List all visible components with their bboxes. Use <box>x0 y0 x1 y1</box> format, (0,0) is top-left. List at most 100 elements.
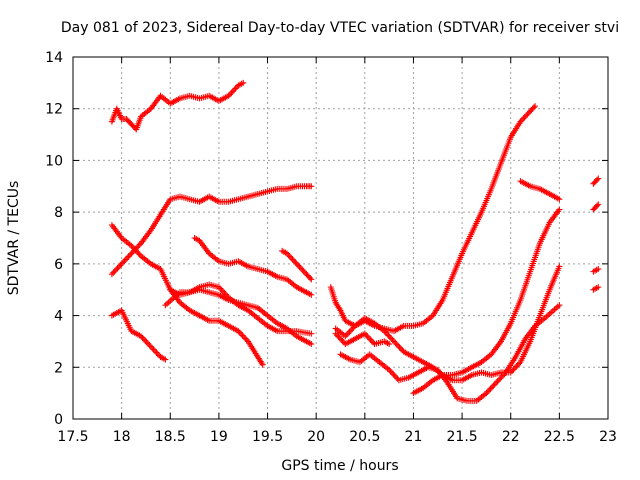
series-s2 <box>108 183 315 278</box>
data-point <box>229 88 236 95</box>
x-tick-label: 22 <box>502 429 520 445</box>
data-point <box>121 257 128 264</box>
data-point <box>146 342 153 349</box>
x-tick-label: 21 <box>405 429 423 445</box>
data-point <box>231 86 238 93</box>
data-point <box>145 340 152 347</box>
data-point <box>114 265 121 272</box>
data-point <box>396 344 403 351</box>
x-tick-labels: 17.5 18 18.5 19 19.5 20 20.5 21 21.5 22 22.5 23 <box>57 429 617 445</box>
data-point <box>486 387 493 394</box>
data-point <box>390 371 397 378</box>
data-point <box>595 284 602 291</box>
series-s18 <box>590 284 602 293</box>
data-point <box>296 263 303 270</box>
y-tick-label: 8 <box>54 205 63 221</box>
plot-frame <box>72 56 609 420</box>
x-tick-label: 21.5 <box>447 429 478 445</box>
data-point <box>497 375 504 382</box>
data-point <box>147 343 154 350</box>
data-point <box>295 262 302 269</box>
data-point <box>125 253 132 260</box>
data-point <box>556 206 563 213</box>
data-point <box>308 330 315 337</box>
data-point <box>128 250 135 257</box>
data-point <box>494 378 501 385</box>
grid <box>73 57 608 419</box>
data-point <box>292 259 299 266</box>
series-s7 <box>191 235 315 298</box>
data-point <box>384 331 391 338</box>
data-point <box>524 111 531 118</box>
series-s10 <box>332 330 393 348</box>
data-point <box>300 268 307 275</box>
data-point <box>595 266 602 273</box>
data-point <box>393 341 400 348</box>
y-tick-label: 12 <box>45 102 63 118</box>
x-tick-label: 18 <box>113 429 131 445</box>
data-point <box>493 379 500 386</box>
data-point <box>308 183 315 190</box>
data-point <box>136 251 143 258</box>
data-point <box>367 336 374 343</box>
data-point <box>556 302 563 309</box>
data-point <box>240 79 247 86</box>
data-point <box>391 372 398 379</box>
data-point <box>240 333 247 340</box>
data-point <box>232 85 239 92</box>
series-s14 <box>517 178 563 203</box>
data-point <box>388 369 395 376</box>
data-point <box>242 335 249 342</box>
data-point <box>308 341 315 348</box>
data-point <box>386 333 393 340</box>
data-point <box>308 291 315 298</box>
data-point <box>307 275 314 282</box>
data-point <box>488 384 495 391</box>
data-point <box>149 345 156 352</box>
data-point <box>239 332 246 339</box>
x-tick-label: 22.5 <box>544 429 575 445</box>
data-point <box>556 263 563 270</box>
data-point <box>154 350 161 357</box>
data-point <box>523 112 530 119</box>
data-point <box>388 335 395 342</box>
data-point <box>238 331 245 338</box>
data-point <box>397 345 404 352</box>
x-tick-label: 17.5 <box>57 429 88 445</box>
data-point <box>365 335 372 342</box>
data-point <box>288 254 295 261</box>
y-tick-label: 2 <box>54 360 63 376</box>
data-point <box>290 257 297 264</box>
data-point <box>363 332 370 339</box>
x-tick-label: 19.5 <box>252 429 283 445</box>
data-point <box>120 259 127 266</box>
y-tick-label: 4 <box>54 309 63 325</box>
x-tick-label: 20 <box>307 429 325 445</box>
chart-title: Day 081 of 2023, Sidereal Day-to-day VTE… <box>61 20 619 36</box>
data-point <box>297 265 304 272</box>
data-point <box>392 339 399 346</box>
data-point <box>594 202 601 209</box>
data-point <box>395 342 402 349</box>
y-tick-label: 6 <box>54 257 63 273</box>
data-point <box>389 336 396 343</box>
data-point <box>218 287 225 294</box>
y-tick-label: 10 <box>45 153 63 169</box>
x-tick-label: 23 <box>599 429 617 445</box>
series-s12 <box>337 302 563 404</box>
data-point <box>286 253 293 260</box>
data-point <box>394 375 401 382</box>
data-point <box>113 266 120 273</box>
data-point <box>117 262 124 269</box>
data-point <box>484 388 491 395</box>
x-tick-label: 20.5 <box>349 429 380 445</box>
data-point <box>293 260 300 267</box>
data-point <box>122 256 129 263</box>
data-point <box>387 368 394 375</box>
data-point <box>556 196 563 203</box>
data-point <box>111 268 118 275</box>
y-tick-labels: 0 2 4 6 8 10 12 14 <box>45 50 63 428</box>
data-point <box>487 385 494 392</box>
data-point <box>346 328 353 335</box>
data-point <box>308 276 315 283</box>
